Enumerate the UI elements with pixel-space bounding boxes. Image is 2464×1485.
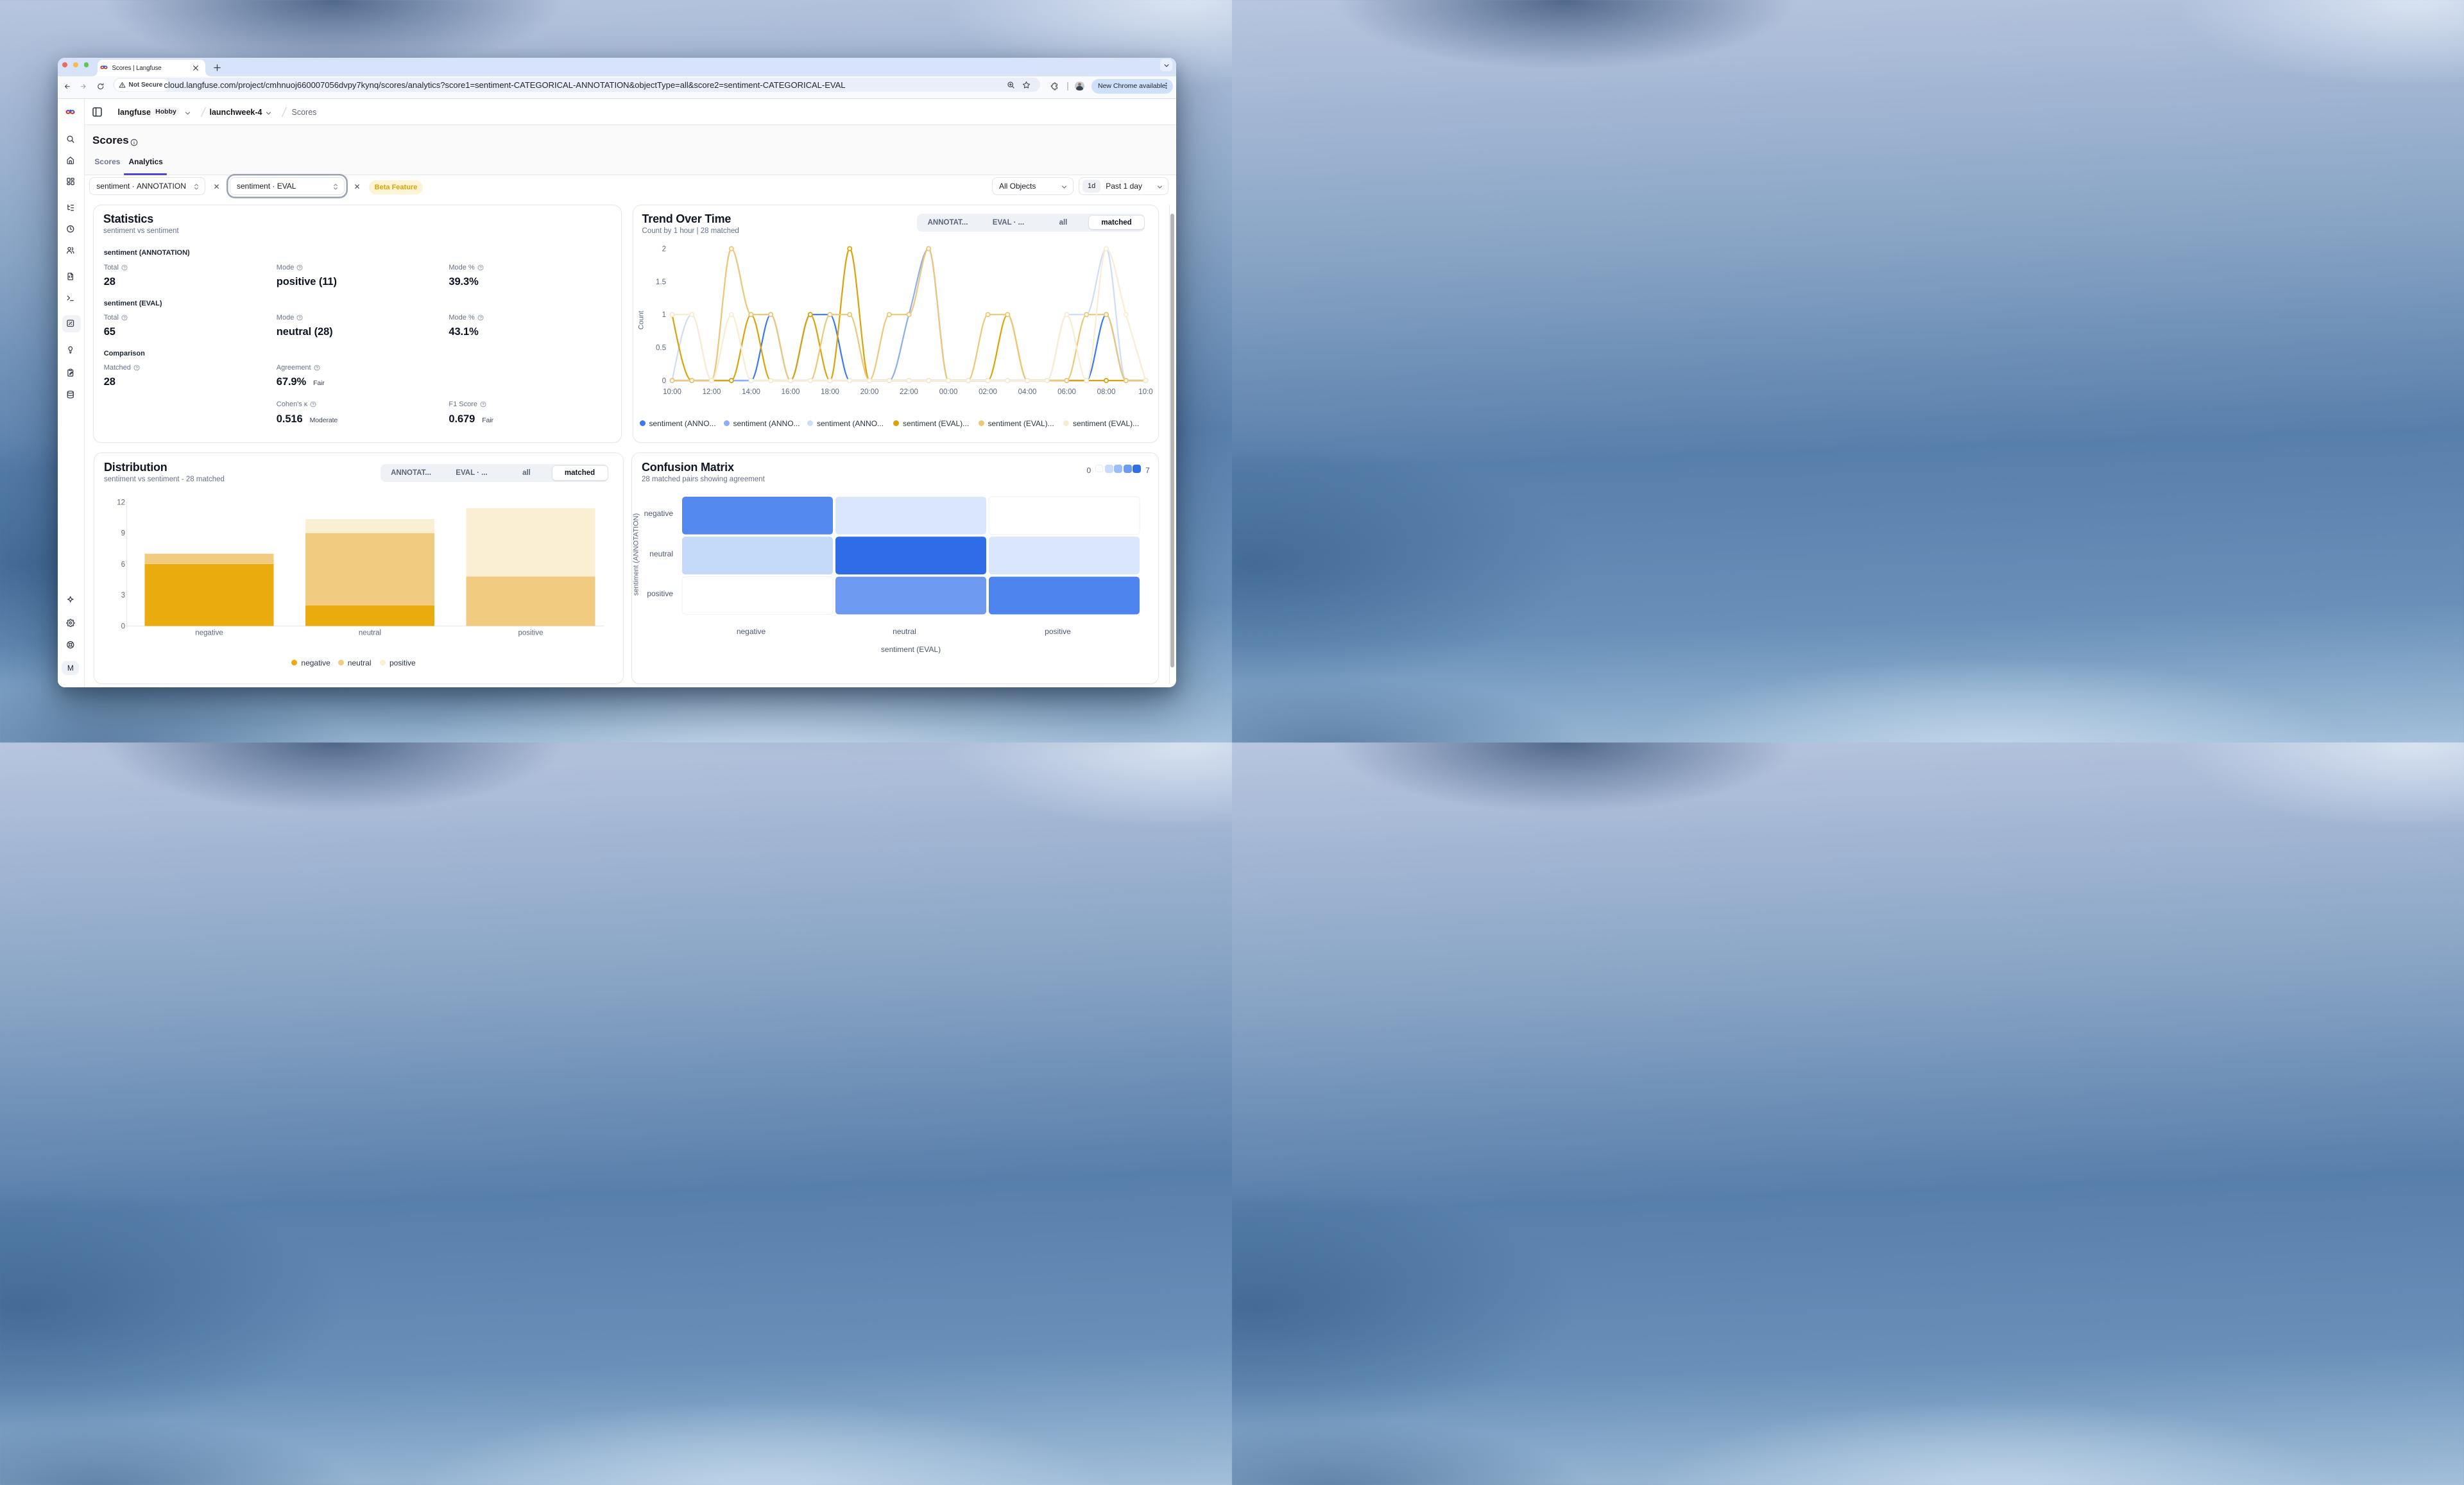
svg-text:2: 2 bbox=[662, 246, 665, 253]
svg-text:9: 9 bbox=[121, 529, 125, 537]
svg-text:3: 3 bbox=[121, 592, 125, 599]
svg-text:1: 1 bbox=[662, 311, 665, 319]
svg-text:06:00: 06:00 bbox=[1057, 388, 1076, 396]
svg-text:16:00: 16:00 bbox=[781, 388, 800, 396]
svg-text:14:00: 14:00 bbox=[742, 388, 760, 396]
svg-text:12:00: 12:00 bbox=[702, 388, 721, 396]
svg-text:20:00: 20:00 bbox=[860, 388, 878, 396]
svg-text:neutral: neutral bbox=[359, 629, 381, 637]
svg-text:1.5: 1.5 bbox=[656, 279, 666, 286]
svg-text:0: 0 bbox=[662, 377, 665, 385]
svg-text:04:00: 04:00 bbox=[1018, 388, 1036, 396]
svg-text:negative: negative bbox=[195, 629, 223, 637]
svg-text:22:00: 22:00 bbox=[900, 388, 918, 396]
svg-text:0: 0 bbox=[121, 622, 125, 630]
svg-text:12: 12 bbox=[117, 499, 125, 506]
svg-text:02:00: 02:00 bbox=[979, 388, 997, 396]
svg-text:positive: positive bbox=[518, 629, 543, 637]
svg-text:0.5: 0.5 bbox=[656, 345, 666, 352]
svg-text:08:00: 08:00 bbox=[1097, 388, 1115, 396]
svg-text:10:0: 10:0 bbox=[1138, 388, 1152, 396]
svg-text:18:00: 18:00 bbox=[821, 388, 839, 396]
svg-text:00:00: 00:00 bbox=[939, 388, 957, 396]
svg-text:10:00: 10:00 bbox=[663, 388, 681, 396]
svg-text:6: 6 bbox=[121, 560, 125, 568]
